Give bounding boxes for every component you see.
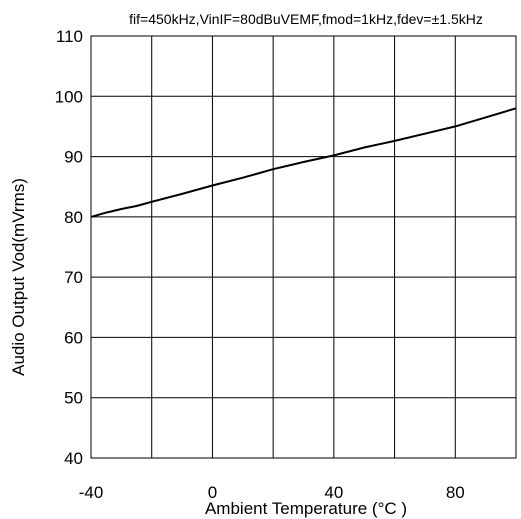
x-tick-label: 0 bbox=[208, 483, 217, 502]
y-tick-labels: 40 50 60 70 80 90 100 110 bbox=[55, 27, 83, 468]
y-tick-label: 80 bbox=[64, 208, 83, 227]
x-tick-label: -40 bbox=[79, 483, 104, 502]
x-tick-labels: -40 0 40 80 bbox=[79, 483, 465, 502]
y-tick-label: 90 bbox=[64, 148, 83, 167]
series-line-0 bbox=[90, 107, 517, 218]
y-tick-label: 60 bbox=[64, 328, 83, 347]
chart-title: fif=450kHz,VinIF=80dBuVEMF,fmod=1kHz,fde… bbox=[129, 11, 483, 27]
y-axis-label: Audio Output Vod(mVrms) bbox=[9, 178, 28, 376]
y-tick-label: 40 bbox=[64, 449, 83, 468]
series-layer bbox=[90, 107, 517, 218]
y-tick-label: 110 bbox=[56, 27, 83, 46]
x-tick-label: 40 bbox=[324, 483, 343, 502]
x-axis-label: Ambient Temperature (°C ) bbox=[205, 499, 407, 518]
grid bbox=[90, 35, 517, 459]
y-tick-label: 50 bbox=[64, 389, 83, 408]
x-tick-label: 80 bbox=[446, 483, 465, 502]
y-tick-label: 70 bbox=[64, 268, 83, 287]
plot-frame bbox=[90, 35, 517, 459]
y-tick-label: 100 bbox=[55, 87, 83, 106]
